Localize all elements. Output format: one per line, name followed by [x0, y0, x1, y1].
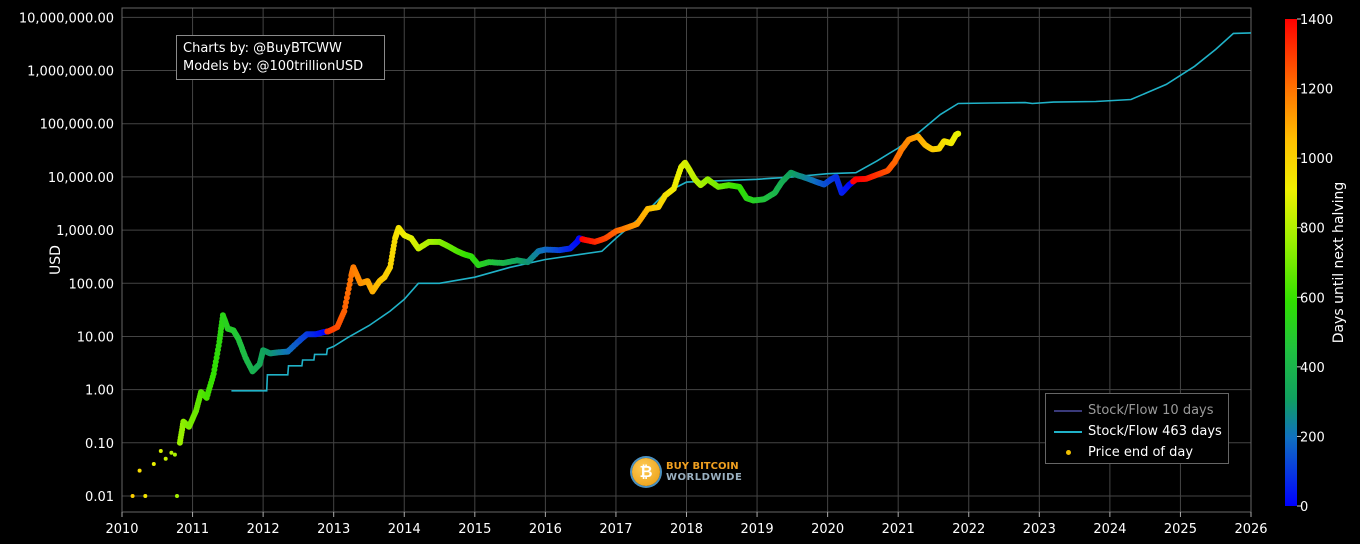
credits-charts-by: Charts by: @BuyBTCWW	[183, 41, 342, 56]
legend-item-sf10[interactable]: Stock/Flow 10 days	[1054, 400, 1228, 421]
x-tick-label: 2015	[458, 522, 491, 537]
legend-label-sf10: Stock/Flow 10 days	[1088, 403, 1214, 418]
watermark-line1: BUY BITCOIN	[666, 461, 739, 472]
price-dot	[175, 494, 179, 498]
price-dot	[347, 276, 354, 283]
x-tick-label: 2013	[317, 522, 350, 537]
x-tick-label: 2026	[1234, 522, 1267, 537]
price-dot	[344, 290, 351, 297]
legend-item-price[interactable]: Price end of day	[1054, 442, 1228, 463]
x-tick-label: 2018	[670, 522, 703, 537]
bitcoin-coin-icon: ₿	[632, 458, 660, 486]
legend: Stock/Flow 10 days Stock/Flow 463 days P…	[1045, 393, 1229, 464]
x-tick-label: 2025	[1164, 522, 1197, 537]
colorbar-tick-label: 0	[1300, 500, 1308, 515]
colorbar-gradient	[1285, 19, 1297, 506]
y-tick-label: 100.00	[69, 277, 115, 292]
colorbar: 0 200 400 600 800 1000 1200 1400	[1285, 13, 1333, 515]
y-tick-label: 100,000.00	[40, 118, 114, 133]
legend-swatch-sf10	[1054, 409, 1082, 412]
price-dot	[130, 494, 135, 498]
colorbar-tick-label: 200	[1300, 430, 1325, 445]
price-dot	[346, 281, 353, 288]
watermark-text: BUY BITCOIN WORLDWIDE	[666, 461, 742, 483]
colorbar-tick-label: 600	[1300, 291, 1325, 306]
x-tick-label: 2010	[105, 522, 138, 537]
credits-box: Charts by: @BuyBTCWW Models by: @100tril…	[176, 35, 385, 80]
colorbar-tick-label: 1400	[1300, 13, 1333, 28]
stock-flow-463-series	[231, 32, 1252, 392]
legend-label-sf463: Stock/Flow 463 days	[1088, 424, 1222, 439]
watermark-line2: WORLDWIDE	[666, 472, 743, 483]
price-series	[130, 130, 962, 498]
x-tick-label: 2020	[811, 522, 844, 537]
x-tick-label: 2012	[247, 522, 280, 537]
y-tick-label: 0.01	[85, 490, 114, 505]
stock-flow-line	[231, 32, 1252, 392]
price-dot	[143, 494, 148, 498]
grid-lines	[121, 7, 1252, 513]
x-tick-label: 2019	[741, 522, 774, 537]
x-tick-label: 2021	[882, 522, 915, 537]
y-tick-label: 10,000,000.00	[19, 11, 114, 26]
colorbar-tick-label: 800	[1300, 222, 1325, 237]
x-tick-label: 2014	[388, 522, 421, 537]
credits-models-by: Models by: @100trillionUSD	[183, 59, 364, 74]
x-tick-label: 2022	[952, 522, 985, 537]
legend-label-price: Price end of day	[1088, 445, 1194, 460]
price-dot	[954, 130, 961, 137]
legend-swatch-price	[1054, 450, 1082, 455]
x-tick-label: 2016	[529, 522, 562, 537]
x-tick-label: 2023	[1023, 522, 1056, 537]
legend-swatch-sf463	[1054, 430, 1082, 433]
price-dot	[169, 450, 174, 455]
x-tick-label: 2024	[1093, 522, 1126, 537]
price-dot	[391, 238, 398, 245]
y-tick-label: 10.00	[77, 330, 114, 345]
colorbar-title: Days until next halving	[1331, 182, 1347, 344]
x-tick-label: 2011	[176, 522, 209, 537]
y-tick-label: 1,000,000.00	[27, 65, 114, 80]
price-dot	[172, 452, 177, 457]
price-dot	[340, 310, 347, 317]
y-tick-label: 1.00	[85, 384, 114, 399]
price-dot	[386, 265, 393, 272]
y-axis-ticks: 0.01 0.10 1.00 10.00 100.00 1,000.00 10,000.00…	[19, 11, 114, 505]
watermark-logo: ₿ BUY BITCOIN WORLDWIDE	[632, 456, 752, 488]
colorbar-tick-label: 1000	[1300, 152, 1333, 167]
price-dot	[209, 373, 216, 380]
y-tick-label: 0.10	[85, 437, 114, 452]
y-tick-label: 10,000.00	[48, 171, 114, 186]
price-dot	[343, 299, 349, 306]
legend-item-sf463[interactable]: Stock/Flow 463 days	[1054, 421, 1228, 442]
x-tick-label: 2017	[599, 522, 632, 537]
colorbar-tick-label: 400	[1300, 361, 1325, 376]
price-dot	[163, 456, 168, 461]
price-dot	[151, 462, 156, 466]
y-tick-label: 1,000.00	[56, 224, 114, 239]
x-axis-ticks: 2010 2011 2012 2013 2014 2015 2016 2017 2018 2019…	[105, 512, 1268, 537]
colorbar-tick-label: 1200	[1300, 83, 1333, 98]
price-dot	[158, 449, 163, 453]
price-dot	[215, 342, 222, 349]
y-axis-title: USD	[48, 245, 64, 275]
price-dot	[137, 468, 142, 473]
